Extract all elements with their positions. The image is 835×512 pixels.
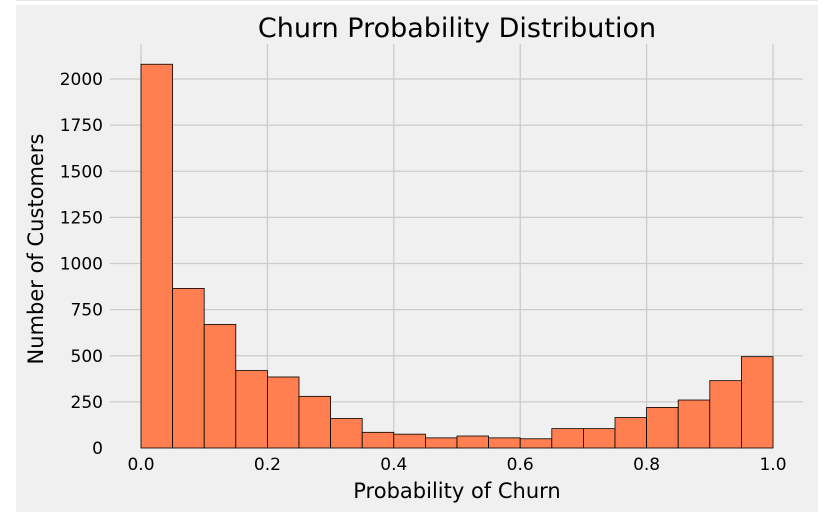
y-tick-label: 1500 xyxy=(60,162,103,182)
y-axis-label: Number of Customers xyxy=(24,134,48,365)
histogram-bar-6 xyxy=(330,418,363,449)
x-tick-labels: 0.0 0.2 0.4 0.6 0.8 1.0 xyxy=(127,455,786,475)
histogram-bar-11 xyxy=(488,437,521,449)
figure-top-border xyxy=(16,0,818,1)
histogram-bar-16 xyxy=(646,407,679,449)
histogram-bar-5 xyxy=(298,395,332,449)
histogram-bar-18 xyxy=(709,380,742,449)
histogram-bar-17 xyxy=(677,399,711,449)
histogram-bars xyxy=(140,63,774,449)
histogram-bar-2 xyxy=(203,323,237,449)
histogram-bar-19 xyxy=(741,356,774,449)
y-tick-label: 0 xyxy=(92,439,103,459)
histogram-bar-0 xyxy=(140,63,174,449)
histogram-bar-4 xyxy=(266,376,300,449)
x-tick-label: 0.2 xyxy=(254,455,281,475)
histogram-bar-10 xyxy=(456,435,490,449)
x-tick-label: 0.8 xyxy=(633,455,660,475)
x-tick-label: 0.4 xyxy=(380,455,407,475)
histogram-bar-7 xyxy=(361,431,395,449)
x-tick-label: 0.6 xyxy=(507,455,534,475)
histogram-bar-12 xyxy=(519,438,553,449)
chart-title: Churn Probability Distribution xyxy=(258,13,656,44)
x-axis-label: Probability of Churn xyxy=(353,479,560,503)
histogram-bar-8 xyxy=(393,433,426,449)
y-tick-label: 500 xyxy=(71,347,103,367)
y-tick-label: 2000 xyxy=(60,70,103,90)
histogram-bar-13 xyxy=(551,428,584,449)
histogram-bar-1 xyxy=(172,288,205,449)
histogram-bar-14 xyxy=(583,428,616,449)
histogram-bar-15 xyxy=(614,417,648,449)
x-tick-label: 1.0 xyxy=(759,455,786,475)
y-tick-label: 250 xyxy=(71,393,103,413)
y-tick-labels: 0 250 500 750 1000 1250 1500 1750 2000 xyxy=(60,70,103,459)
y-tick-label: 1750 xyxy=(60,116,103,136)
y-tick-label: 750 xyxy=(71,301,103,321)
y-tick-label: 1250 xyxy=(60,208,103,228)
histogram-bar-9 xyxy=(424,437,458,449)
x-tick-label: 0.0 xyxy=(127,455,154,475)
y-tick-label: 1000 xyxy=(60,255,103,275)
histogram-bar-3 xyxy=(235,370,268,449)
